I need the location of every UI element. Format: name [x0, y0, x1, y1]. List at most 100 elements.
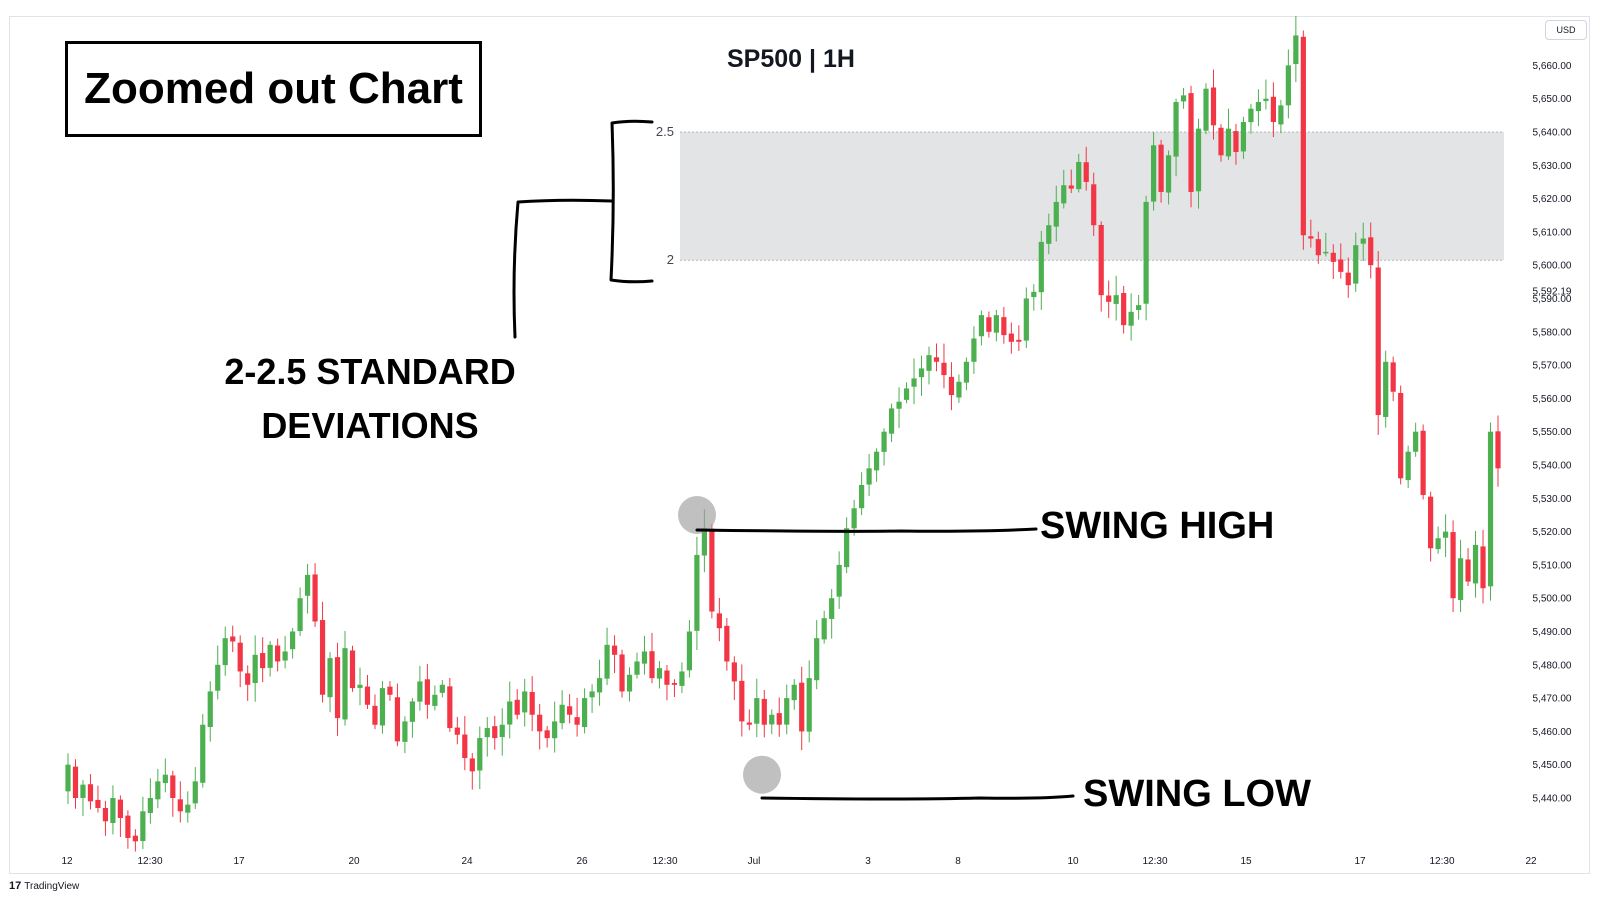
candle-body: [155, 781, 161, 800]
candle-body: [87, 784, 94, 802]
time-tick-label: 10: [1067, 856, 1079, 867]
candle-body: [192, 781, 198, 804]
candle-body: [1188, 93, 1194, 192]
candle-body: [1083, 162, 1089, 182]
candle-body: [574, 717, 580, 725]
time-tick-label: 12:30: [1429, 856, 1454, 867]
candle-body: [402, 721, 408, 742]
candle-body: [65, 764, 71, 792]
candle-body: [1495, 431, 1501, 469]
currency-badge[interactable]: USD: [1545, 20, 1587, 40]
candle-body: [619, 654, 625, 692]
fib-level-label: 2: [667, 252, 674, 267]
candle-body: [1480, 546, 1486, 589]
candle-body: [1143, 201, 1149, 304]
candle-body: [417, 681, 423, 702]
price-tick-label: 5,620.00: [1533, 194, 1572, 205]
candle-body: [1435, 538, 1441, 550]
candle-body: [334, 657, 341, 719]
candle-body: [1278, 105, 1284, 125]
candle-body: [1285, 65, 1291, 106]
candle-body: [1023, 298, 1029, 341]
candle-body: [851, 508, 857, 529]
candle-body: [1457, 558, 1464, 600]
candle-body: [1180, 95, 1187, 102]
time-tick-label: 3: [865, 856, 871, 867]
price-axis: 5,440.00 5,450.00 5,460.00 5,470.00 5,480.00…: [1533, 61, 1572, 805]
time-tick-label: 22: [1525, 856, 1537, 867]
candle-body: [215, 664, 221, 691]
candle-body: [1390, 362, 1396, 392]
candle-body: [724, 625, 730, 662]
candle-body: [686, 631, 693, 671]
current-price-label: 5,592.19: [1533, 287, 1572, 298]
price-tick-label: 5,550.00: [1533, 427, 1572, 438]
candle-body: [1330, 252, 1336, 262]
candle-body: [267, 644, 273, 668]
candle-body: [634, 661, 640, 675]
candle-body: [1255, 102, 1262, 112]
candle-body: [1016, 339, 1022, 342]
price-tick-label: 5,560.00: [1533, 394, 1572, 405]
candle-body: [1487, 431, 1494, 587]
candle-body: [170, 775, 176, 798]
candle-body: [529, 691, 535, 715]
candle-body: [986, 317, 992, 332]
candle-body: [993, 315, 999, 333]
candle-body: [1308, 236, 1314, 239]
candle-body: [1383, 361, 1389, 417]
candle-body: [230, 636, 236, 642]
candle-body: [701, 528, 707, 556]
candle-body: [1398, 392, 1404, 479]
candle-body: [746, 722, 752, 725]
candle-body: [1420, 430, 1426, 495]
candle-body: [941, 362, 947, 376]
symbol-label[interactable]: SP500 | 1H: [727, 45, 855, 73]
candle-body: [1450, 532, 1456, 599]
candle-body: [821, 618, 827, 640]
candle-body: [1136, 305, 1142, 310]
candle-body: [1338, 259, 1344, 272]
candle-body: [978, 315, 985, 337]
swing-low-label: SWING LOW: [1083, 773, 1311, 815]
price-tick-label: 5,590.00: [1533, 294, 1572, 305]
candle-body: [1038, 241, 1044, 293]
candle-body: [424, 679, 430, 705]
candle-body: [754, 698, 760, 724]
candle-body: [462, 734, 468, 759]
candle-body: [454, 727, 460, 735]
time-tick-label: Jul: [748, 856, 761, 867]
candle-body: [1106, 295, 1112, 302]
candle-body: [260, 653, 266, 669]
candle-body: [447, 686, 453, 729]
candle-body: [664, 670, 670, 685]
price-tick-label: 5,570.00: [1533, 361, 1572, 372]
price-tick-label: 5,660.00: [1533, 61, 1572, 72]
candle-body: [784, 698, 790, 725]
candle-body: [1375, 267, 1381, 416]
candle-body: [1360, 238, 1366, 244]
hand-drawn-annotations: [512, 119, 1075, 801]
candle-body: [484, 728, 490, 738]
candle-body: [1233, 131, 1239, 152]
bracket-line: [609, 119, 654, 284]
candle-body: [1203, 88, 1209, 131]
candle-body: [844, 528, 850, 568]
candle-body: [1008, 333, 1014, 342]
candle-body: [409, 701, 415, 722]
candle-body: [132, 835, 138, 842]
tradingview-brand[interactable]: 17 TradingView: [9, 880, 79, 892]
candle-body: [297, 598, 303, 632]
candle-body: [926, 355, 932, 371]
swing-high-line: [695, 527, 1038, 533]
price-tick-label: 5,520.00: [1533, 527, 1572, 538]
candle-body: [522, 691, 528, 713]
time-tick-label: 24: [461, 856, 473, 867]
candle-body: [596, 678, 603, 693]
price-tick-label: 5,540.00: [1533, 461, 1572, 472]
time-tick-label: 20: [348, 856, 360, 867]
candle-body: [207, 691, 213, 727]
swing-high-marker: [678, 495, 716, 534]
candle-body: [492, 726, 498, 739]
